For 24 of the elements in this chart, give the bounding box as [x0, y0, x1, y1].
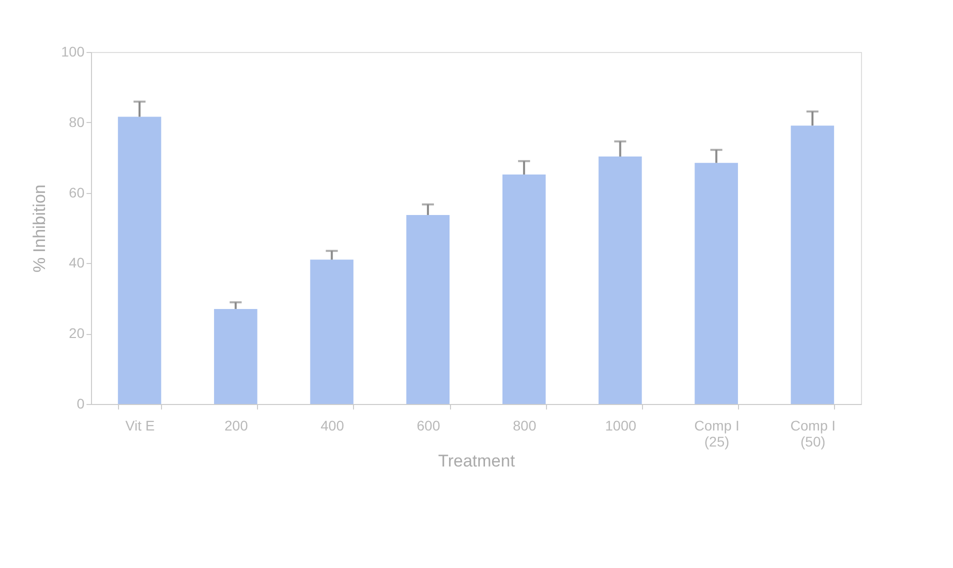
- y-tick-label: 80: [68, 114, 85, 130]
- y-tick-label: 100: [61, 44, 85, 60]
- x-tick-label: 200: [224, 418, 248, 434]
- y-tick-label: 20: [68, 325, 85, 342]
- x-tick-label: Comp I (25): [694, 418, 740, 450]
- bar: [502, 174, 546, 404]
- x-tick-label: 800: [512, 418, 536, 434]
- x-tick-label: 1000: [605, 418, 636, 434]
- y-tick-label: 40: [68, 254, 85, 271]
- bar: [694, 162, 738, 404]
- x-axis-title: Treatment: [438, 452, 516, 470]
- bar: [214, 308, 258, 404]
- y-tick-label: 60: [68, 184, 85, 200]
- y-axis-title: % Inhibition: [30, 184, 50, 272]
- bar: [790, 126, 834, 404]
- x-tick-label: 400: [320, 418, 344, 434]
- bar: [310, 260, 354, 404]
- x-tick-label: Comp I (50): [790, 418, 836, 450]
- bar: [598, 156, 642, 404]
- x-tick-label: 600: [416, 418, 440, 434]
- y-tick-label: 0: [76, 396, 85, 412]
- bar: [118, 116, 162, 404]
- bar: [406, 214, 450, 404]
- x-tick-label: Vit E: [125, 418, 155, 434]
